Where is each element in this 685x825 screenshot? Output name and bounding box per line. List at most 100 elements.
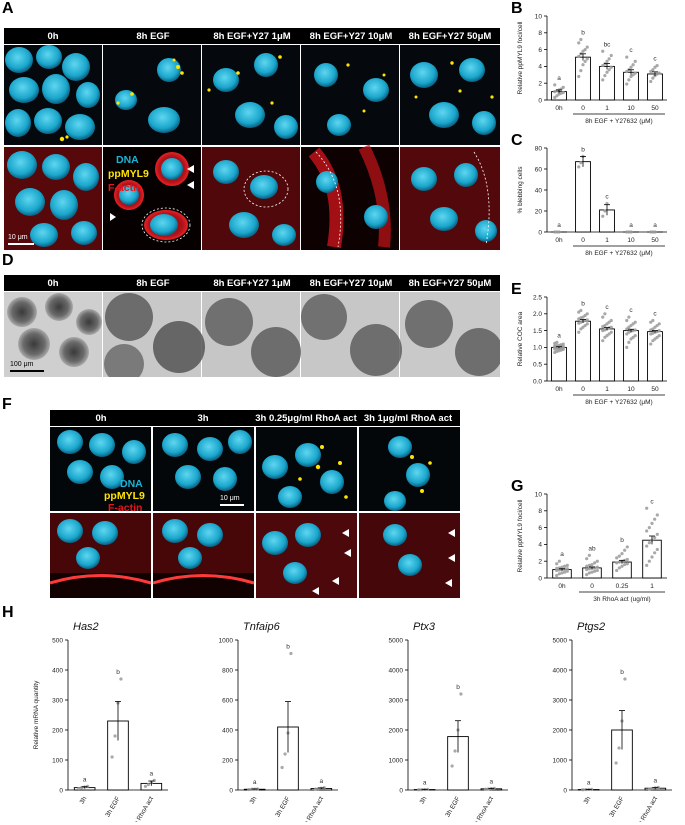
chart-c: 0 20 40 60 80 % blebbing cells a 0h b 0 c 1 a 10 a 50 8h… bbox=[517, 145, 667, 257]
g-point-0-0 bbox=[555, 573, 559, 578]
panel-a-row-dna bbox=[4, 45, 500, 145]
b-point-3-8 bbox=[631, 63, 635, 67]
h4-point-1-3 bbox=[623, 677, 627, 681]
h4-ytick-label-2: 2000 bbox=[553, 727, 568, 734]
e-letter-2: c bbox=[605, 304, 609, 311]
h3-ytick-label-2: 2000 bbox=[389, 727, 404, 734]
e-point-2-0 bbox=[601, 339, 605, 343]
h3-point-0-0 bbox=[417, 788, 421, 792]
h2-ytick-label-1: 200 bbox=[222, 757, 233, 764]
e-xlabel-4: 50 bbox=[651, 386, 659, 393]
e-xlabel-1: 0 bbox=[581, 386, 585, 393]
panel-label-c: C bbox=[511, 132, 523, 149]
h2-ytick-label-4: 800 bbox=[222, 667, 233, 674]
g-point-2-0 bbox=[615, 568, 619, 573]
panel-d-scale-bar: 100 μm bbox=[10, 361, 34, 368]
h2-point-1-0 bbox=[280, 765, 284, 770]
b-xlabel-2: 1 bbox=[605, 105, 609, 112]
panel-f-legend-dna: DNA bbox=[120, 478, 143, 490]
chart-b: 0 2 4 6 8 10 Relative ppMYL9 foci/cell a 0h b 0 bc 1… bbox=[517, 13, 667, 125]
g-point-2-4 bbox=[625, 562, 629, 566]
panel-f-scale-bar: 10 μm bbox=[220, 495, 240, 502]
g-point-3-8 bbox=[653, 536, 657, 540]
e-point-1-4 bbox=[585, 322, 589, 326]
g-point-3-9 bbox=[655, 532, 659, 536]
h2-ytick-label-2: 400 bbox=[222, 727, 233, 734]
panel-f-legend-factin: F-actin bbox=[108, 502, 142, 514]
e-point-1-0 bbox=[577, 330, 581, 334]
g-point-1-15 bbox=[585, 557, 589, 561]
g-group-label: 3h RhoA act (ug/ml) bbox=[593, 596, 650, 603]
panel-d-cond-3: 8h EGF+Y27 10μM bbox=[310, 278, 393, 289]
b-ytick-label-2: 4 bbox=[538, 64, 542, 71]
c-ylabel: % blebbing cells bbox=[517, 166, 524, 214]
c-point-4-2 bbox=[653, 230, 657, 234]
g-point-3-1 bbox=[647, 559, 651, 563]
h4-letter-2: a bbox=[654, 777, 658, 784]
g-point-3-12 bbox=[650, 521, 654, 525]
c-point-0-2 bbox=[557, 230, 561, 234]
b-xlabel-0: 0h bbox=[555, 105, 563, 112]
g-point-2-10 bbox=[615, 556, 619, 560]
h4-xlabel-1: 3h EGF bbox=[608, 795, 625, 818]
e-letter-4: c bbox=[653, 311, 657, 318]
g-ytick-label-2: 4 bbox=[538, 542, 542, 549]
panel-a-legend-factin: F-actin bbox=[108, 182, 142, 194]
e-point-3-14 bbox=[633, 320, 637, 324]
g-ytick-label-1: 2 bbox=[538, 559, 542, 566]
panel-a-cond-0: 0h bbox=[47, 31, 58, 42]
g-point-2-13 bbox=[623, 548, 627, 552]
e-letter-1: b bbox=[581, 300, 585, 307]
b-point-2-9 bbox=[609, 53, 613, 58]
b-ytick-label-0: 0 bbox=[538, 97, 542, 104]
h3-ytick-label-1: 1000 bbox=[389, 757, 404, 764]
h3-point-2-0 bbox=[483, 787, 488, 791]
h4-ytick-label-3: 3000 bbox=[553, 697, 568, 704]
panel-a-cond-3: 8h EGF+Y27 10μM bbox=[310, 31, 393, 42]
h4-point-2-0 bbox=[647, 787, 652, 791]
g-ytick-label-3: 6 bbox=[538, 525, 542, 532]
e-point-4-4 bbox=[657, 334, 661, 338]
e-point-2-16 bbox=[603, 312, 607, 316]
c-letter-1: b bbox=[581, 146, 585, 153]
b-xlabel-4: 50 bbox=[651, 105, 659, 112]
e-point-3-15 bbox=[625, 318, 629, 323]
panel-label-g: G bbox=[511, 478, 524, 495]
panel-a-cond-2: 8h EGF+Y27 1μM bbox=[213, 31, 290, 42]
h4-xlabel-0: 3h bbox=[583, 795, 593, 805]
e-ytick-label-0: 0.0 bbox=[533, 378, 542, 385]
h1-point-1-0 bbox=[110, 755, 114, 759]
e-bar-1 bbox=[575, 320, 591, 382]
b-letter-1: b bbox=[581, 30, 585, 37]
g-point-2-5 bbox=[615, 561, 619, 565]
chart-h-has2: Has2 0 100 200 300 400 500 Relative mRNA quanti… bbox=[33, 621, 168, 822]
h4-ytick-label-0: 0 bbox=[563, 787, 567, 794]
panel-a-header: 0h 8h EGF 8h EGF+Y27 1μM 8h EGF+Y27 10μM… bbox=[4, 28, 500, 44]
e-point-2-15 bbox=[601, 315, 605, 319]
g-letter-3: c bbox=[650, 498, 654, 505]
e-point-1-14 bbox=[585, 312, 589, 316]
b-point-1-11 bbox=[579, 37, 583, 42]
g-point-1-4 bbox=[595, 568, 599, 573]
b-point-3-4 bbox=[633, 71, 637, 75]
panel-label-a: A bbox=[2, 0, 14, 17]
b-ytick-label-5: 10 bbox=[535, 13, 543, 20]
panel-d-cond-2: 8h EGF+Y27 1μM bbox=[213, 278, 290, 289]
h2-letter-1: b bbox=[286, 644, 290, 651]
g-ytick-label-0: 0 bbox=[538, 575, 542, 582]
b-ytick-label-1: 2 bbox=[538, 81, 542, 88]
h1-xlabel-2: 3h RhoA act bbox=[131, 795, 155, 822]
panel-label-f: F bbox=[2, 396, 12, 413]
c-point-2-0 bbox=[601, 214, 605, 218]
b-letter-4: c bbox=[653, 56, 657, 63]
b-group-label: 8h EGF + Y27632 (μM) bbox=[585, 118, 652, 125]
g-point-3-4 bbox=[655, 547, 659, 552]
panel-d-micrographs: 0h 8h EGF 8h EGF+Y27 1μM 8h EGF+Y27 10μM… bbox=[4, 275, 500, 377]
b-letter-3: c bbox=[629, 47, 633, 54]
panel-a-legend-ppmyl9: ppMYL9 bbox=[108, 168, 149, 180]
h4-xlabel-2: 3h RhoA act bbox=[635, 795, 659, 822]
b-point-2-7 bbox=[605, 59, 609, 63]
h4-ytick-label-1: 1000 bbox=[553, 757, 568, 764]
e-point-4-14 bbox=[657, 322, 661, 326]
g-point-0-2 bbox=[560, 571, 564, 575]
